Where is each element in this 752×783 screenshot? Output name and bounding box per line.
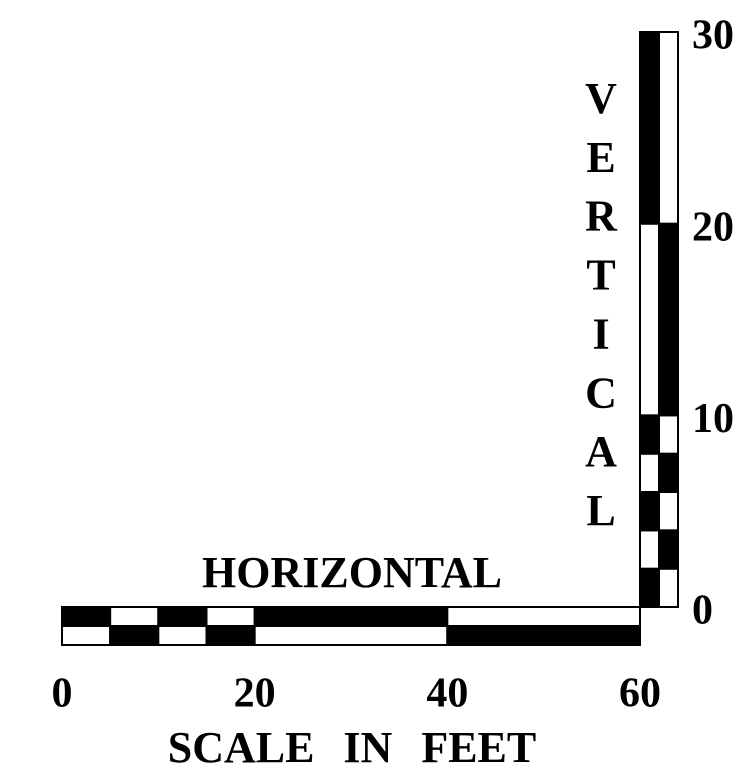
scale-block [446,625,642,646]
scale-block [157,625,208,646]
scale-block [61,606,112,627]
scale-block [658,222,679,417]
scale-block [639,567,660,609]
vertical-tick-label: 10 [692,396,734,442]
scale-block [205,606,256,627]
scale-block [205,625,256,646]
horizontal-tick-label: 60 [619,671,661,717]
horizontal-tick-label: 20 [234,671,276,717]
scale-block [639,222,660,417]
scale-block [109,625,160,646]
scale-block [658,567,679,609]
scale-block [639,452,660,493]
scale-bars [61,31,679,646]
caption: SCALE IN FEET [168,723,537,772]
horizontal-tick-label: 40 [426,671,468,717]
vertical-tick-label: 0 [692,588,713,634]
scale-block [658,414,679,455]
scale-block [658,491,679,532]
scale-block [658,452,679,493]
horizontal-tick-label: 0 [52,671,73,717]
scale-block [639,31,660,225]
scale-block [658,529,679,570]
scale-block [658,31,679,225]
vertical-tick-label: 30 [692,13,734,59]
scale-block [446,606,642,627]
vertical-tick-label: 20 [692,204,734,250]
scale-block [109,606,160,627]
scale-block [253,606,449,627]
scale-block [639,491,660,532]
horizontal-label: HORIZONTAL [202,548,502,597]
scale-block [639,414,660,455]
scale-block [157,606,208,627]
scale-block [61,625,112,646]
scale-block [253,625,449,646]
scale-block [639,529,660,570]
